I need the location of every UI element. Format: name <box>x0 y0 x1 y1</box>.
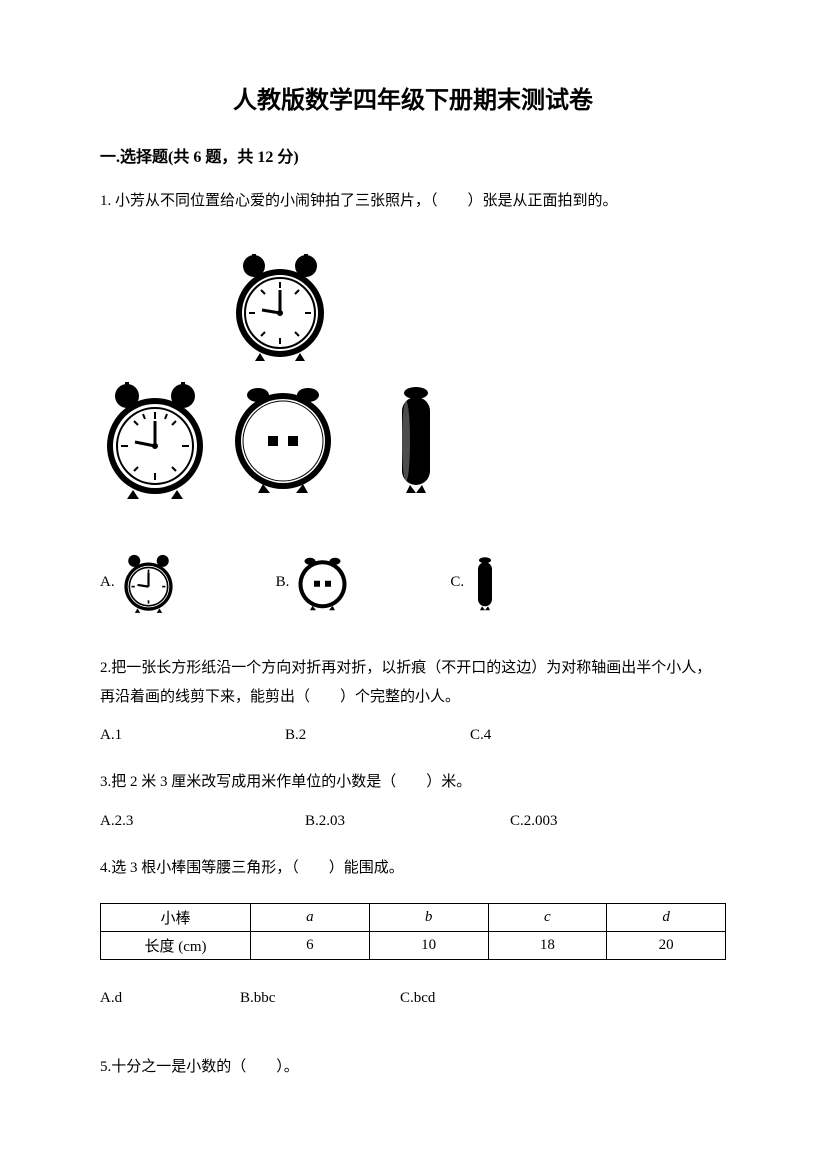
question-3: 3.把 2 米 3 厘米改写成用米作单位的小数是（ ）米。 <box>100 766 726 799</box>
q4-table: 小棒 a b c d 长度 (cm) 6 10 18 20 <box>100 903 726 960</box>
q2-options: A.1 B.2 C.4 <box>100 727 726 744</box>
table-header-3: c <box>488 904 607 932</box>
clock-front-medium <box>100 376 210 501</box>
q3-options: A.2.3 B.2.03 C.2.003 <box>100 813 726 830</box>
q2-opt-c: C.4 <box>470 727 491 744</box>
q1-opt-c-label: C. <box>450 574 464 591</box>
table-header-1: a <box>251 904 370 932</box>
q4-options: A.d B.bbc C.bcd <box>100 990 726 1007</box>
page-title: 人教版数学四年级下册期末测试卷 <box>100 80 726 115</box>
clock-front-large <box>230 248 330 363</box>
q3-opt-b: B.2.03 <box>305 813 510 830</box>
table-cell-3: 18 <box>488 932 607 960</box>
q1-opt-b-label: B. <box>276 574 290 591</box>
table-header-0: 小棒 <box>101 904 251 932</box>
question-1: 1. 小芳从不同位置给心爱的小闹钟拍了三张照片，（ ）张是从正面拍到的。 <box>100 185 726 218</box>
clock-side-small-icon <box>470 554 500 612</box>
clock-back <box>228 381 338 496</box>
q1-opt-a-label: A. <box>100 574 115 591</box>
table-cell-4: 20 <box>607 932 726 960</box>
q4-opt-b: B.bbc <box>240 990 400 1007</box>
question-5: 5.十分之一是小数的（ ）。 <box>100 1051 726 1084</box>
q4-opt-c: C.bcd <box>400 990 435 1007</box>
q4-opt-a: A.d <box>100 990 240 1007</box>
table-cell-1: 6 <box>251 932 370 960</box>
clock-side <box>386 381 446 496</box>
q2-opt-b: B.2 <box>285 727 470 744</box>
q3-opt-c: C.2.003 <box>510 813 558 830</box>
clock-back-small-icon <box>295 554 350 612</box>
q1-options: A. B. <box>100 551 726 614</box>
table-cell-2: 10 <box>369 932 488 960</box>
clock-front-small-icon <box>121 551 176 614</box>
question-2: 2.把一张长方形纸沿一个方向对折再对折，以折痕（不开口的这边）为对称轴画出半个小… <box>100 654 726 711</box>
table-header-2: b <box>369 904 488 932</box>
question-4: 4.选 3 根小棒围等腰三角形，（ ）能围成。 <box>100 852 726 885</box>
q2-opt-a: A.1 <box>100 727 285 744</box>
table-header-4: d <box>607 904 726 932</box>
section-header: 一.选择题(共 6 题，共 12 分) <box>100 143 726 167</box>
q3-opt-a: A.2.3 <box>100 813 305 830</box>
table-cell-0: 长度 (cm) <box>101 932 251 960</box>
clock-images: A. B. <box>100 248 726 614</box>
